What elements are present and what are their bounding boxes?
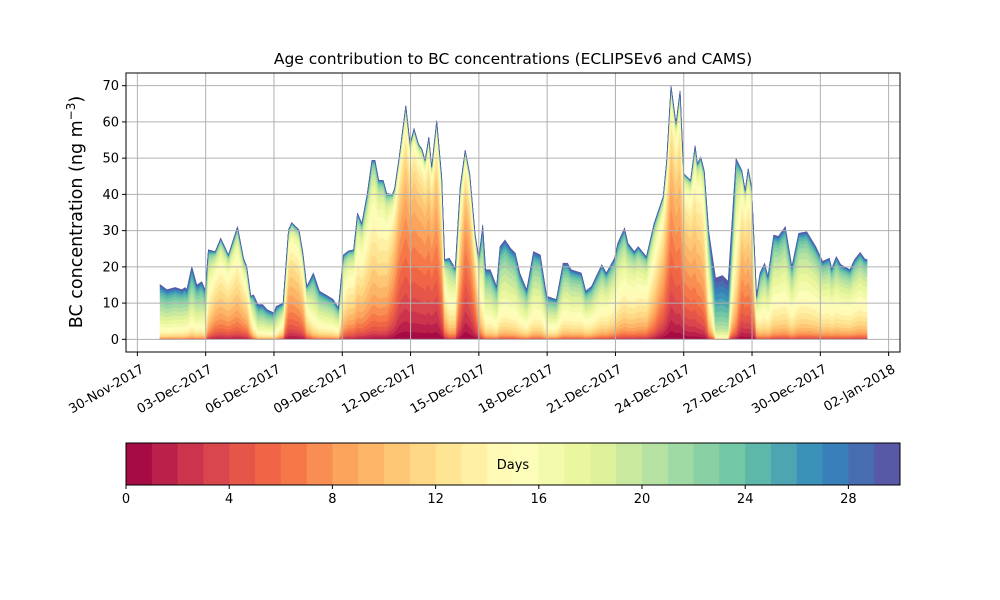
x-tick-label: 09-Dec-2017 xyxy=(271,362,351,417)
y-axis: 0 10 20 30 40 50 60 70 xyxy=(102,79,126,348)
colorbar-swatch-3 xyxy=(203,443,230,485)
colorbar-swatch-4 xyxy=(229,443,256,485)
y-tick-label: 20 xyxy=(102,260,119,275)
colorbar-swatch-25 xyxy=(771,443,798,485)
x-tick-label: 21-Dec-2017 xyxy=(544,362,624,417)
colorbar-swatch-1 xyxy=(151,443,179,485)
y-tick-label: 60 xyxy=(102,115,119,130)
colorbar-frame xyxy=(125,442,901,486)
x-axis: 30-Nov-201703-Dec-201706-Dec-201709-Dec-… xyxy=(67,352,898,417)
x-tick-label: 30-Dec-2017 xyxy=(749,362,829,417)
colorbar-label: Days xyxy=(497,458,530,473)
x-tick-label: 02-Jan-2018 xyxy=(821,362,898,415)
plot-frame xyxy=(125,72,901,353)
colorbar-swatch-12 xyxy=(435,443,462,485)
x-tick-label: 06-Dec-2017 xyxy=(203,362,283,417)
x-tick-label: 27-Dec-2017 xyxy=(681,362,761,417)
colorbar-swatch-5 xyxy=(255,443,282,485)
x-tick-label: 15-Dec-2017 xyxy=(408,362,488,417)
y-tick-label: 10 xyxy=(102,297,119,312)
y-tick-label: 50 xyxy=(102,152,119,167)
colorbar-tick-label: 20 xyxy=(634,492,651,507)
colorbar-swatch-11 xyxy=(409,443,437,485)
grid xyxy=(126,73,900,352)
y-tick-label: 30 xyxy=(102,224,119,239)
colorbar-swatch-7 xyxy=(306,443,333,485)
colorbar-swatch-8 xyxy=(332,443,359,485)
colorbar-swatch-2 xyxy=(177,443,204,485)
x-tick-label: 24-Dec-2017 xyxy=(613,362,693,417)
colorbar-swatch-13 xyxy=(461,443,488,485)
colorbar-tick-label: 0 xyxy=(122,492,130,507)
colorbar-tick-label: 12 xyxy=(427,492,444,507)
colorbar-swatch-21 xyxy=(667,443,695,485)
colorbar-swatch-24 xyxy=(745,443,772,485)
y-tick-label: 40 xyxy=(102,188,119,203)
chart-title: Age contribution to BC concentrations (E… xyxy=(274,50,752,68)
colorbar-tick-label: 8 xyxy=(328,492,336,507)
colorbar-swatch-22 xyxy=(693,443,720,485)
colorbar-ticks: 0 4 8 12 16 20 24 28 xyxy=(122,485,857,507)
colorbar-swatch-0 xyxy=(126,443,153,485)
colorbar-swatch-10 xyxy=(384,443,411,485)
colorbar-swatch-27 xyxy=(822,443,849,485)
colorbar-swatch-20 xyxy=(642,443,669,485)
colorbar-swatch-26 xyxy=(796,443,824,485)
y-tick-label: 0 xyxy=(111,333,119,348)
x-tick-label: 12-Dec-2017 xyxy=(340,362,420,417)
colorbar-swatch-16 xyxy=(538,443,566,485)
x-tick-label: 18-Dec-2017 xyxy=(476,362,556,417)
colorbar-tick-label: 28 xyxy=(840,492,857,507)
colorbar-swatch-6 xyxy=(280,443,308,485)
colorbar-swatch-17 xyxy=(564,443,591,485)
colorbar-swatch-18 xyxy=(590,443,617,485)
colorbar-swatch-14 xyxy=(487,443,514,485)
colorbar-swatch-9 xyxy=(358,443,385,485)
colorbar xyxy=(126,443,901,485)
y-axis-label: BC concentration (ng m−3) xyxy=(64,96,87,328)
colorbar-swatch-15 xyxy=(513,443,540,485)
colorbar-swatch-19 xyxy=(616,443,643,485)
x-tick-label: 03-Dec-2017 xyxy=(135,362,215,417)
colorbar-tick-label: 4 xyxy=(225,492,233,507)
colorbar-tick-label: 16 xyxy=(531,492,548,507)
x-tick-label: 30-Nov-2017 xyxy=(67,362,147,417)
age-layers xyxy=(159,85,868,340)
colorbar-swatch-29 xyxy=(874,443,901,485)
colorbar-swatch-28 xyxy=(848,443,875,485)
colorbar-tick-label: 24 xyxy=(737,492,754,507)
y-tick-label: 70 xyxy=(102,79,119,94)
colorbar-swatch-23 xyxy=(719,443,746,485)
